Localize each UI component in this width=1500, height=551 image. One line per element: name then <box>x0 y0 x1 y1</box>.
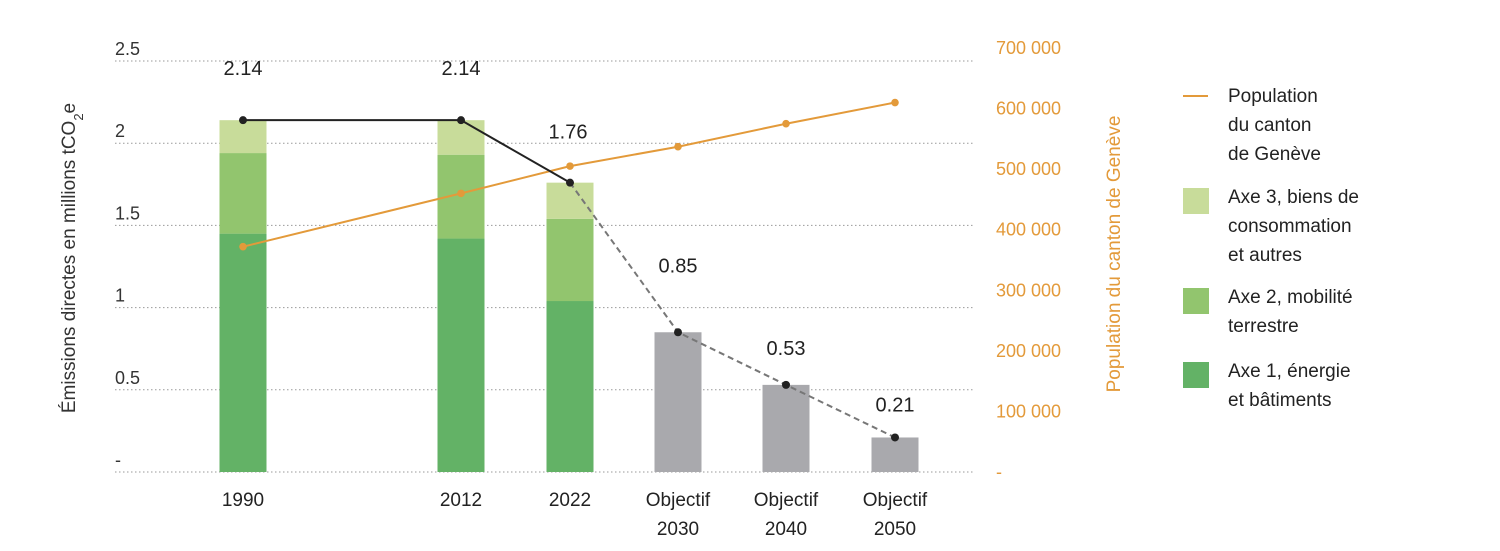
legend-label: de Genève <box>1228 144 1321 165</box>
legend-label: et bâtiments <box>1228 390 1332 411</box>
left-tick-label: 1.5 <box>115 203 140 223</box>
population-point <box>891 98 899 107</box>
legend-label: du canton <box>1228 115 1311 136</box>
category-label: 2040 <box>765 519 807 540</box>
bar-segment <box>546 301 594 472</box>
legend-label: Axe 3, biens de <box>1228 187 1359 208</box>
value-label: 2.14 <box>224 58 263 80</box>
labels: - 0.5 1 1.5 2 2.5 - 100 000 200 000 300 000 400 00… <box>115 38 1061 540</box>
legend-label: Axe 1, énergie <box>1228 361 1351 382</box>
objective-bar <box>654 332 702 472</box>
emissions-point <box>674 328 682 337</box>
objective-bar <box>762 384 810 472</box>
population-point <box>674 142 682 151</box>
left-tick-label: 2.5 <box>115 39 140 59</box>
population-line <box>242 101 896 248</box>
right-axis-title: Population du canton de Genève <box>1104 116 1125 393</box>
bar-segment <box>219 233 267 472</box>
legend-label: Axe 2, mobilité <box>1228 287 1353 308</box>
emissions-point <box>566 178 574 187</box>
right-tick-label: 700 000 <box>996 38 1061 58</box>
population-point <box>239 242 247 251</box>
legend: Population du canton de Genève Axe 3, biens… <box>1183 86 1359 411</box>
right-tick-label: 200 000 <box>996 341 1061 361</box>
left-tick-label: - <box>115 450 121 470</box>
category-label: 2022 <box>549 490 591 511</box>
value-label: 0.53 <box>767 338 806 360</box>
emissions-point <box>891 433 899 442</box>
left-tick-label: 1 <box>115 286 125 306</box>
right-tick-label: 300 000 <box>996 280 1061 300</box>
bar-segment <box>219 153 267 234</box>
axis-titles: Émissions directes en millions tCO2e Popu… <box>59 103 1125 413</box>
emissions-point <box>457 116 465 125</box>
value-label: 0.21 <box>876 394 915 416</box>
category-label: Objectif <box>754 490 819 511</box>
left-tick-label: 2 <box>115 121 125 141</box>
population-point <box>782 119 790 128</box>
bars <box>219 120 919 472</box>
bar-segment <box>219 120 267 154</box>
value-label: 0.85 <box>659 255 698 277</box>
bar-segment <box>546 182 594 219</box>
value-label: 1.76 <box>549 122 588 144</box>
series-lines <box>239 98 899 442</box>
category-label: Objectif <box>646 490 711 511</box>
emissions-target-line <box>569 182 896 439</box>
gridlines <box>115 60 975 473</box>
category-label: Objectif <box>863 490 928 511</box>
emissions-line <box>243 119 571 184</box>
bar-segment <box>546 218 594 302</box>
legend-box-swatch <box>1183 188 1209 214</box>
category-label: 2012 <box>440 490 482 511</box>
emissions-point <box>782 380 790 389</box>
legend-box-swatch <box>1183 288 1209 314</box>
left-axis-title: Émissions directes en millions tCO2e <box>59 103 86 413</box>
left-tick-label: 0.5 <box>115 368 140 388</box>
legend-label: et autres <box>1228 245 1302 266</box>
right-tick-label: 600 000 <box>996 99 1061 119</box>
category-label: 1990 <box>222 490 264 511</box>
legend-box-swatch <box>1183 362 1209 388</box>
legend-label: Population <box>1228 86 1318 107</box>
legend-label: terrestre <box>1228 316 1299 337</box>
category-label: 2050 <box>874 519 916 540</box>
category-label: 2030 <box>657 519 699 540</box>
right-tick-label: - <box>996 462 1002 482</box>
legend-label: consommation <box>1228 216 1352 237</box>
right-tick-label: 100 000 <box>996 401 1061 421</box>
value-label: 2.14 <box>442 58 481 80</box>
bar-segment <box>437 238 485 472</box>
right-tick-label: 400 000 <box>996 220 1061 240</box>
population-point <box>457 189 465 198</box>
right-tick-label: 500 000 <box>996 159 1061 179</box>
emissions-point <box>239 116 247 125</box>
population-point <box>566 162 574 170</box>
bar-segment <box>437 120 485 155</box>
objective-bar <box>871 437 919 472</box>
